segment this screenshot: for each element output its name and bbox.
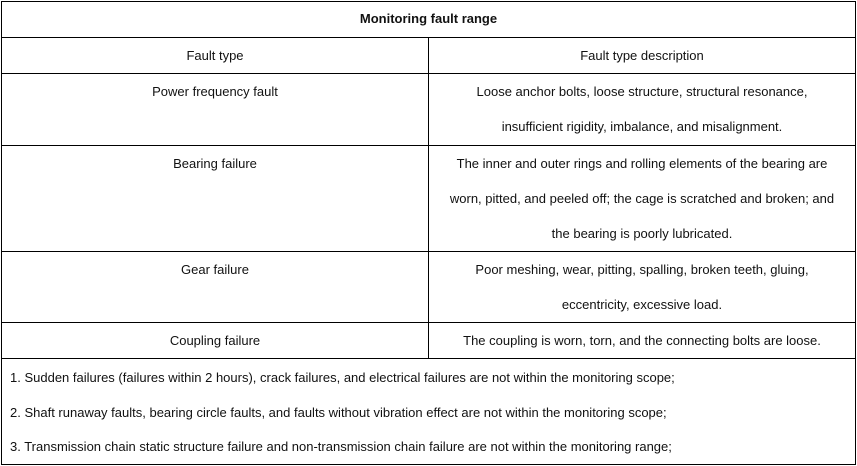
description-line: eccentricity, excessive load. xyxy=(561,297,723,312)
description-line: The inner and outer rings and rolling el… xyxy=(456,156,828,171)
description-line: the bearing is poorly lubricated. xyxy=(551,226,733,241)
header-fault-type: Fault type xyxy=(186,48,244,63)
column-divider xyxy=(428,37,429,358)
fault-type-cell: Coupling failure xyxy=(169,333,261,348)
fault-type-cell: Gear failure xyxy=(181,262,249,277)
notes-cell: 1. Sudden failures (failures within 2 ho… xyxy=(10,361,850,465)
description-line: Poor meshing, wear, pitting, spalling, b… xyxy=(475,262,809,277)
row-divider xyxy=(1,358,856,359)
note-item: 3. Transmission chain static structure f… xyxy=(10,439,672,454)
fault-description-cell: Loose anchor bolts, loose structure, str… xyxy=(429,74,855,144)
note-item: 2. Shaft runaway faults, bearing circle … xyxy=(10,404,667,420)
description-line: insufficient rigidity, imbalance, and mi… xyxy=(501,119,783,134)
table-title: Monitoring fault range xyxy=(359,11,498,26)
fault-description-cell: The coupling is worn, torn, and the conn… xyxy=(463,333,821,348)
header-fault-description: Fault type description xyxy=(580,48,704,63)
fault-description-cell: Poor meshing, wear, pitting, spalling, b… xyxy=(429,252,855,322)
description-line: Loose anchor bolts, loose structure, str… xyxy=(476,84,808,99)
fault-type-cell: Bearing failure xyxy=(173,156,257,171)
note-item: 1. Sudden failures (failures within 2 ho… xyxy=(10,370,675,385)
fault-type-cell: Power frequency fault xyxy=(152,84,278,99)
fault-description-cell: The inner and outer rings and rolling el… xyxy=(429,146,855,251)
description-line: worn, pitted, and peeled off; the cage i… xyxy=(449,191,835,206)
